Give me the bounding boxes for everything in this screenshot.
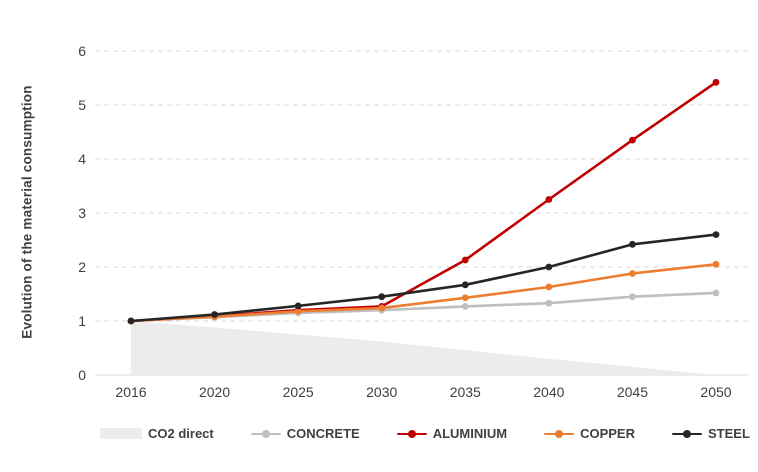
y-tick-label: 1: [78, 313, 86, 329]
y-tick-label: 3: [78, 205, 86, 221]
data-point-steel-2025: [294, 302, 302, 310]
data-point-steel-2020: [211, 311, 218, 318]
legend-marker-dot: [407, 429, 416, 438]
data-point-copper-2030: [378, 304, 386, 312]
x-tick-label: 2030: [366, 384, 397, 400]
series-line-copper: [129, 262, 718, 323]
series-line-steel: [129, 233, 718, 323]
legend-item-aluminium: ALUMINIUM: [396, 426, 508, 441]
legend-line-swatch: [544, 429, 575, 439]
x-tick-label: 2020: [199, 384, 230, 400]
y-tick-label: 6: [78, 43, 86, 59]
data-point-aluminium-2050: [712, 78, 720, 86]
data-point-copper-2045: [629, 270, 636, 277]
legend-label: CONCRETE: [286, 426, 360, 441]
x-tick-label: 2035: [450, 384, 481, 400]
data-point-steel-2050: [712, 231, 720, 239]
data-point-copper-2025: [294, 307, 302, 315]
legend-line-swatch: [672, 429, 702, 439]
legend-item-concrete: CONCRETE: [250, 426, 360, 441]
area-series-co2-direct: [131, 321, 716, 375]
x-tick-label: 2050: [700, 384, 731, 400]
data-point-steel-2030: [378, 293, 386, 301]
data-point-copper-2050: [712, 260, 720, 268]
data-point-steel-2016: [127, 317, 135, 325]
legend-label: COPPER: [580, 426, 635, 441]
data-point-steel-2040: [545, 263, 553, 271]
legend-label: STEEL: [708, 426, 750, 441]
y-tick-label: 0: [78, 367, 86, 383]
legend-line-swatch: [396, 429, 427, 439]
series-line-aluminium: [129, 81, 718, 323]
x-tick-label: 2025: [283, 384, 314, 400]
data-point-concrete-2050: [712, 289, 720, 297]
y-tick-label: 5: [78, 97, 86, 113]
legend-marker-dot: [555, 429, 564, 438]
data-point-copper-2035: [461, 294, 469, 302]
data-point-steel-2045: [629, 240, 636, 248]
legend-area-swatch: [100, 428, 142, 439]
data-point-concrete-2040: [545, 299, 553, 307]
data-point-copper-2040: [545, 283, 553, 291]
legend-marker-dot: [683, 429, 691, 438]
data-point-aluminium-2040: [545, 196, 553, 203]
legend-item-steel: STEEL: [672, 426, 750, 441]
y-tick-label: 4: [78, 151, 86, 167]
legend-label: CO2 direct: [148, 426, 214, 441]
legend-label: ALUMINIUM: [432, 426, 508, 441]
legend-item-co2-direct: CO2 direct: [100, 426, 214, 441]
x-tick-label: 2045: [617, 384, 648, 400]
data-point-concrete-2035: [461, 303, 469, 310]
y-tick-label: 2: [78, 259, 86, 275]
legend-marker-dot: [261, 429, 270, 438]
x-tick-label: 2016: [115, 384, 146, 400]
data-point-steel-2035: [461, 281, 469, 289]
data-point-aluminium-2035: [461, 256, 469, 264]
x-tick-label: 2040: [533, 384, 564, 400]
legend-line-swatch: [250, 429, 281, 439]
data-point-aluminium-2045: [629, 136, 636, 144]
legend-item-copper: COPPER: [544, 426, 635, 441]
legend: CO2 direct CONCRETE ALUMINIUM COPPER STEEL: [100, 426, 750, 441]
data-point-concrete-2045: [629, 293, 636, 301]
